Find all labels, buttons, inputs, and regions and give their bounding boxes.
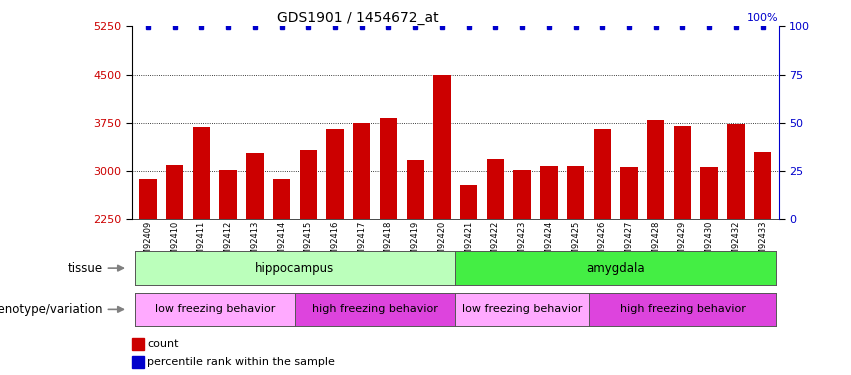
Bar bbox=[594, 129, 611, 219]
Text: 100%: 100% bbox=[747, 13, 779, 23]
Bar bbox=[300, 150, 317, 219]
Bar bbox=[620, 166, 637, 219]
Bar bbox=[407, 160, 424, 219]
Bar bbox=[487, 159, 504, 219]
Bar bbox=[540, 166, 557, 219]
Bar bbox=[433, 75, 451, 219]
Text: low freezing behavior: low freezing behavior bbox=[462, 304, 582, 314]
Text: tissue: tissue bbox=[68, 262, 103, 274]
Text: percentile rank within the sample: percentile rank within the sample bbox=[147, 357, 335, 367]
Bar bbox=[192, 128, 210, 219]
Bar bbox=[728, 124, 745, 219]
Bar bbox=[647, 120, 665, 219]
Bar bbox=[460, 185, 477, 219]
Bar bbox=[220, 170, 237, 219]
Text: high freezing behavior: high freezing behavior bbox=[620, 304, 745, 314]
Text: amygdala: amygdala bbox=[586, 262, 645, 274]
Bar bbox=[326, 129, 344, 219]
Bar bbox=[513, 170, 531, 219]
Bar bbox=[166, 165, 183, 219]
Bar bbox=[132, 356, 144, 368]
Bar bbox=[132, 338, 144, 350]
Text: hippocampus: hippocampus bbox=[255, 262, 334, 274]
Bar bbox=[380, 118, 397, 219]
Text: low freezing behavior: low freezing behavior bbox=[155, 304, 275, 314]
Bar bbox=[353, 123, 370, 219]
Text: count: count bbox=[147, 339, 179, 349]
Title: GDS1901 / 1454672_at: GDS1901 / 1454672_at bbox=[277, 11, 439, 25]
Bar bbox=[700, 166, 718, 219]
Bar bbox=[567, 166, 585, 219]
Bar bbox=[674, 126, 691, 219]
Bar bbox=[140, 179, 157, 219]
Text: genotype/variation: genotype/variation bbox=[0, 303, 103, 316]
Text: high freezing behavior: high freezing behavior bbox=[312, 304, 438, 314]
Bar bbox=[246, 153, 264, 219]
Bar bbox=[754, 152, 771, 219]
Bar bbox=[273, 180, 290, 219]
